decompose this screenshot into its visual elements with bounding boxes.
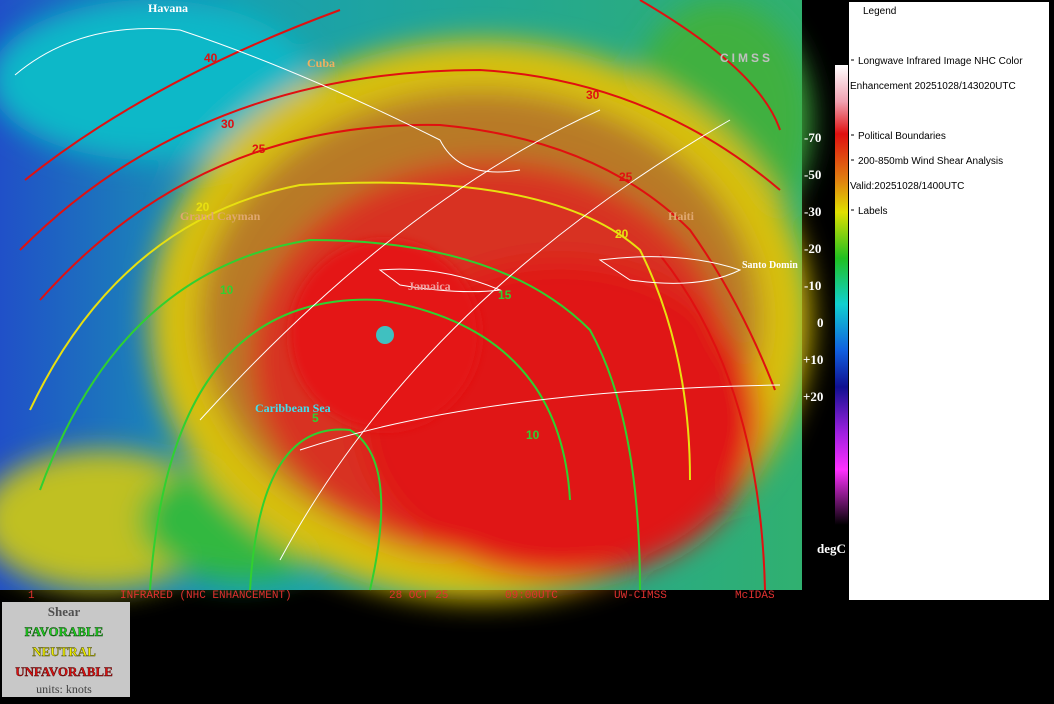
legend-line: 200-850mb Wind Shear Analysis bbox=[858, 156, 1003, 167]
contour-label: 25 bbox=[619, 170, 633, 184]
status-text: INFRARED (NHC ENHANCEMENT) bbox=[120, 590, 292, 602]
colorbar-tick: 0 bbox=[817, 315, 824, 330]
contour-label: 25 bbox=[252, 142, 266, 156]
status-text: 09:00UTC bbox=[505, 590, 558, 602]
place-label: Jamaica bbox=[408, 279, 451, 293]
colorbar-tick: -10 bbox=[804, 278, 821, 293]
contour-label: 30 bbox=[586, 88, 600, 102]
contour-label: 15 bbox=[498, 288, 512, 302]
status-text: McIDAS bbox=[735, 590, 775, 602]
legend-line: Labels bbox=[858, 206, 887, 217]
legend-panel: Legend Longwave Infrared Image NHC Color… bbox=[849, 2, 1049, 600]
shear-title: Shear bbox=[48, 604, 81, 619]
satellite-image bbox=[0, 0, 810, 600]
place-labels: Havana Cuba Grand Cayman Haiti Santo Dom… bbox=[148, 1, 798, 415]
place-label: Caribbean Sea bbox=[255, 401, 331, 415]
legend-line: Political Boundaries bbox=[858, 131, 946, 142]
status-bar: 1 INFRARED (NHC ENHANCEMENT) 28 OCT 25 0… bbox=[28, 590, 775, 602]
contour-label: 20 bbox=[196, 200, 210, 214]
colorbar bbox=[835, 65, 848, 525]
shear-key: Shear FAVORABLE NEUTRAL UNFAVORABLE unit… bbox=[2, 602, 130, 697]
colorbar-tick: -30 bbox=[804, 204, 821, 219]
colorbar-tick: +20 bbox=[803, 389, 823, 404]
status-text: 28 OCT 25 bbox=[389, 590, 448, 602]
colorbar-tick: -20 bbox=[804, 241, 821, 256]
place-label: Cuba bbox=[307, 56, 335, 70]
map-overlay bbox=[14, 0, 781, 591]
contour-labels: 40 30 30 25 25 20 20 15 10 10 5 CIMSS bbox=[196, 51, 773, 442]
shear-units: units: knots bbox=[36, 682, 92, 696]
place-label: Santo Domin bbox=[742, 260, 798, 271]
place-label: Haiti bbox=[668, 209, 695, 223]
shear-level: NEUTRAL bbox=[32, 644, 96, 659]
shear-level: UNFAVORABLE bbox=[15, 664, 113, 679]
status-text: UW-CIMSS bbox=[614, 590, 667, 602]
place-label: Havana bbox=[148, 1, 188, 15]
shear-level: FAVORABLE bbox=[25, 624, 104, 639]
logo: CIMSS bbox=[720, 51, 773, 65]
status-text: 1 bbox=[28, 590, 35, 602]
place-label: Grand Cayman bbox=[180, 209, 261, 223]
legend-line: Longwave Infrared Image NHC Color bbox=[858, 56, 1023, 67]
contour-label: 5 bbox=[312, 411, 319, 425]
legend-line: Valid:20251028/1400UTC bbox=[850, 181, 964, 192]
contour-label: 40 bbox=[204, 51, 218, 65]
colorbar-labels: -70 -50 -30 -20 -10 0 +10 +20 degC bbox=[803, 130, 846, 556]
contour-label: 30 bbox=[221, 117, 235, 131]
contour-label: 10 bbox=[220, 283, 234, 297]
colorbar-tick: +10 bbox=[803, 352, 823, 367]
legend-title: Legend bbox=[863, 6, 896, 17]
contour-label: 10 bbox=[526, 428, 540, 442]
contour-label: 20 bbox=[615, 227, 629, 241]
colorbar-tick: -50 bbox=[804, 167, 821, 182]
colorbar-unit: degC bbox=[817, 541, 846, 556]
legend-line: Enhancement 20251028/143020UTC bbox=[850, 81, 1016, 92]
colorbar-tick: -70 bbox=[804, 130, 821, 145]
